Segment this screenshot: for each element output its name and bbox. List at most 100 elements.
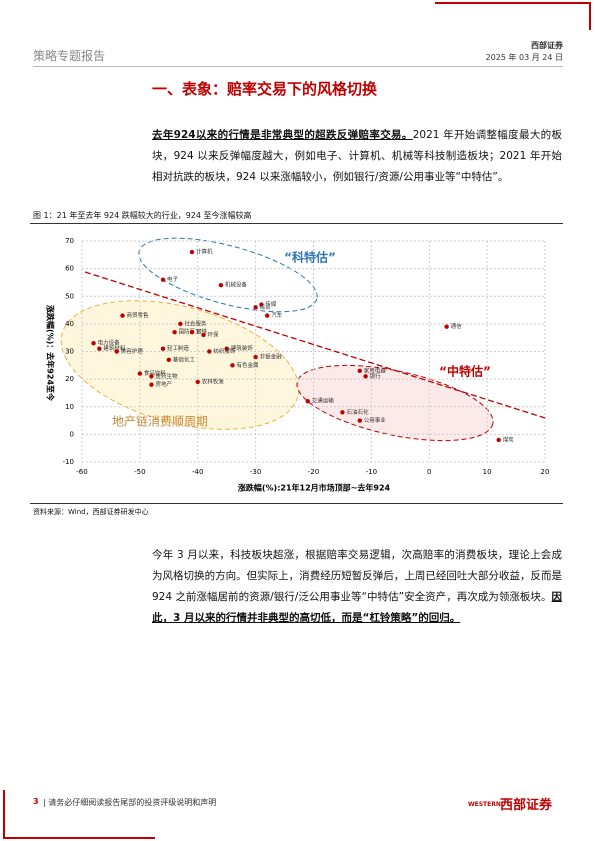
point — [253, 305, 258, 310]
point-label: 银行 — [370, 372, 382, 380]
point-label: 电力设备 — [98, 339, 121, 347]
point — [137, 371, 143, 376]
annotation: “中特估” — [439, 364, 491, 379]
x-tick-label: -50 — [134, 468, 145, 476]
point-label: 综合 — [260, 303, 272, 311]
disclaimer: | 请务必仔细阅读报告尾部的投资评级说明和声明 — [43, 798, 217, 807]
header-rule — [33, 66, 563, 67]
point-label: 石油石化 — [346, 408, 369, 416]
text: 今年 3 月以来，科技板块超涨，根据赔率交易逻辑，次高赔率的消费板块，理论上会成… — [152, 549, 562, 603]
chart: “科特估” 地产链消费顺周期 “中特估” 涨跌幅(%)：去年924至今 涨跌幅(… — [46, 237, 550, 493]
point — [444, 324, 449, 329]
point — [230, 363, 235, 368]
y-tick-label: -10 — [63, 458, 74, 466]
x-tick-label: -20 — [308, 468, 319, 476]
y-axis-label: 涨跌幅(%)：去年924至今 — [46, 305, 56, 401]
x-axis-label: 涨跌幅(%):21年12月市场顶部~去年924 — [238, 483, 391, 493]
point-label: 商贸零售 — [127, 311, 149, 319]
point-label: 食品饮料 — [144, 369, 167, 377]
point-label: 公用事业 — [364, 416, 387, 424]
point-label: 煤炭 — [503, 435, 515, 443]
company: 西部证券 — [531, 41, 563, 50]
point — [207, 349, 212, 354]
group-ellipse — [296, 364, 494, 442]
date: 2025 年 03 月 24 日 — [485, 53, 563, 62]
y-tick-label: 20 — [65, 375, 74, 383]
paragraph: 今年 3 月以来，科技板块超涨，根据赔率交易逻辑，次高赔率的消费板块，理论上会成… — [152, 545, 562, 629]
point-label: 纺织服饰 — [213, 347, 236, 355]
point-label: 建筑装饰 — [231, 344, 254, 352]
logo-en: WESTERN — [468, 801, 501, 808]
point — [114, 349, 119, 354]
point-label: 轻工制造 — [167, 344, 190, 352]
point — [259, 302, 264, 307]
point-label: 房地产 — [155, 380, 172, 388]
corner-line — [435, 2, 590, 4]
point-label: 电子 — [167, 275, 179, 283]
group-ellipse — [60, 300, 300, 430]
point-label: 社会服务 — [184, 319, 207, 327]
point — [149, 382, 154, 387]
point — [195, 379, 200, 385]
y-tick-label: 0 — [70, 430, 74, 438]
point — [357, 368, 362, 374]
point-label: 交通运输 — [312, 397, 335, 405]
point-label: 建筑材料 — [103, 344, 126, 352]
page-number: 3 — [33, 797, 39, 806]
point — [201, 332, 206, 338]
point-label: 医药生物 — [155, 372, 178, 380]
point — [340, 410, 345, 415]
corner-line — [3, 790, 5, 838]
point-label: 通信 — [451, 322, 463, 330]
section-title: 一、表象：赔率交易下的风格切换 — [152, 80, 378, 98]
x-tick-label: 0 — [427, 468, 431, 476]
y-tick-label: 30 — [65, 348, 74, 356]
lead: 去年924以来的行情是非常典型的超跌反弹赔率交易。 — [152, 129, 413, 141]
y-tick-label: 40 — [65, 320, 74, 328]
point — [357, 418, 362, 423]
conclusion: 因此，3 月以来的行情并非典型的高切低，而是“杠铃策略”的回归。 — [152, 591, 562, 624]
point-label: 美容护理 — [121, 347, 144, 355]
point-label: 有色金属 — [236, 361, 258, 369]
point-label: 钢铁 — [196, 328, 208, 336]
y-tick-label: 10 — [65, 403, 74, 411]
point-label: 环保 — [208, 330, 220, 338]
point — [265, 313, 270, 318]
y-tick-label: 50 — [65, 292, 74, 300]
point — [120, 313, 125, 318]
x-tick-label: -10 — [366, 468, 377, 476]
source: 资料来源：Wind，西部证券研发中心 — [33, 508, 149, 516]
figure-caption: 图 1：21 年至去年 924 跌幅较大的行业，924 至今涨幅较高 — [33, 211, 252, 220]
point-label: 机械设备 — [225, 281, 248, 289]
point — [172, 329, 177, 335]
x-tick-label: 20 — [541, 468, 550, 476]
corner-line — [3, 837, 155, 839]
annotation: 地产链消费顺周期 — [112, 414, 208, 429]
paragraph: 去年924以来的行情是非常典型的超跌反弹赔率交易。2021 年开始调整幅度最大的… — [152, 125, 562, 188]
point — [178, 321, 183, 327]
point-label: 计算机 — [196, 248, 213, 256]
annotation: “科特估” — [284, 250, 336, 265]
point — [97, 346, 102, 351]
point — [363, 374, 368, 379]
y-tick-label: 70 — [65, 237, 74, 245]
x-tick-label: 10 — [483, 468, 492, 476]
disclaimer-text: 请务必仔细阅读报告尾部的投资评级说明和声明 — [48, 798, 217, 807]
point-label: 非银金融 — [260, 353, 283, 361]
y-tick-label: 60 — [65, 265, 74, 273]
point — [218, 283, 224, 288]
x-tick-label: -40 — [192, 468, 203, 476]
point — [253, 354, 258, 360]
logo-cn: 西部证券 — [500, 798, 553, 813]
report-type: 策略专题报告 — [33, 49, 106, 63]
text: 2021 年开始调整幅度最大的板块，924 以来反弹幅度越大，例如电子、计算机、… — [152, 129, 563, 183]
point — [496, 437, 501, 443]
figure-rule — [30, 223, 563, 224]
x-tick-label: -30 — [250, 468, 261, 476]
point-label: 基础化工 — [173, 355, 196, 363]
point — [160, 346, 166, 351]
point-label: 传媒 — [265, 300, 277, 308]
corner-line — [589, 2, 591, 30]
x-tick-label: -60 — [76, 468, 87, 476]
